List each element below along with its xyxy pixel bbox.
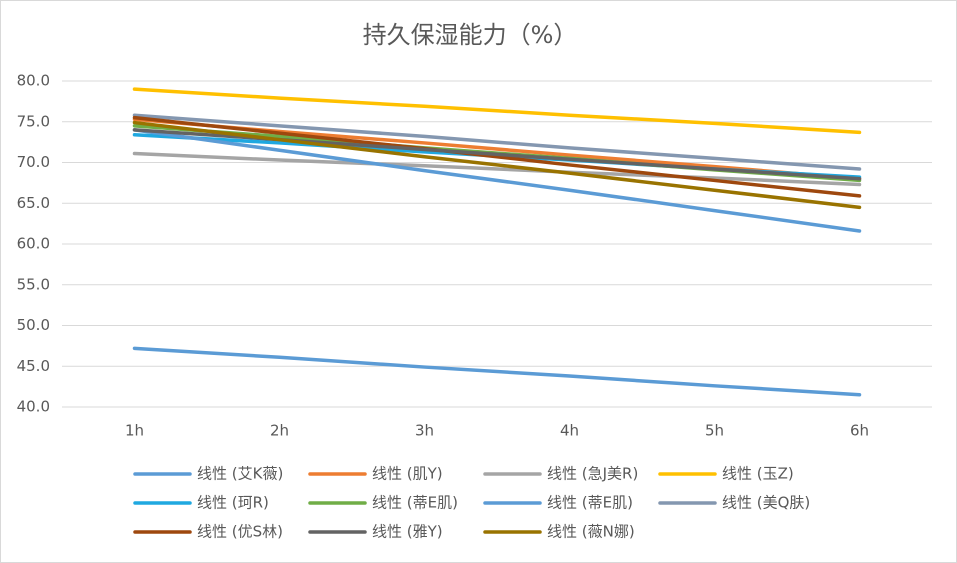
legend-label: 线性 (急J美R)	[547, 465, 638, 483]
y-tick-label: 40.0	[17, 398, 50, 416]
legend-label: 线性 (蒂E肌)	[372, 494, 458, 512]
x-tick-label: 1h	[125, 422, 144, 440]
y-tick-label: 75.0	[17, 112, 50, 130]
legend-label: 线性 (优S林)	[197, 523, 283, 541]
x-tick-label: 4h	[560, 422, 579, 440]
trend-line	[132, 128, 862, 233]
x-tick-label: 2h	[270, 422, 289, 440]
legend-label: 线性 (珂R)	[197, 494, 269, 512]
legend-label: 线性 (艾K薇)	[197, 465, 283, 483]
trend-line	[132, 346, 862, 397]
x-tick-label: 5h	[705, 422, 724, 440]
x-tick-label: 6h	[850, 422, 869, 440]
trend-line	[132, 115, 862, 198]
trend-line	[132, 120, 862, 210]
legend-label: 线性 (玉Z)	[722, 465, 794, 483]
legend-label: 线性 (美Q肤)	[722, 494, 810, 512]
y-tick-label: 60.0	[17, 235, 50, 253]
x-tick-label: 3h	[415, 422, 434, 440]
legend-label: 线性 (肌Y)	[372, 465, 443, 483]
legend-label: 线性 (雅Y)	[372, 523, 443, 541]
legend-label: 线性 (蒂E肌)	[547, 494, 633, 512]
y-tick-label: 80.0	[17, 72, 50, 90]
y-tick-label: 65.0	[17, 194, 50, 212]
y-tick-label: 70.0	[17, 153, 50, 171]
chart-title: 持久保湿能力（%）	[363, 21, 578, 49]
trend-line	[132, 113, 862, 171]
y-tick-label: 45.0	[17, 357, 50, 375]
trend-line	[132, 87, 862, 135]
legend-label: 线性 (薇N娜)	[547, 523, 635, 541]
y-tick-label: 55.0	[17, 275, 50, 293]
y-tick-label: 50.0	[17, 316, 50, 334]
trend-line	[132, 151, 862, 187]
